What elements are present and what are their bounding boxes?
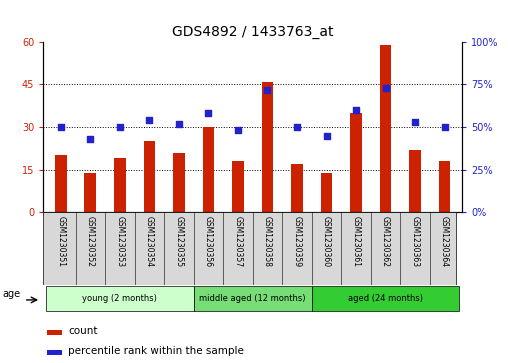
Bar <box>203 127 214 212</box>
Point <box>382 85 390 91</box>
Bar <box>46 286 194 311</box>
Bar <box>144 141 155 212</box>
Text: GSM1230358: GSM1230358 <box>263 216 272 267</box>
Point <box>323 132 331 138</box>
Text: GSM1230353: GSM1230353 <box>115 216 124 267</box>
Text: GSM1230359: GSM1230359 <box>293 216 302 267</box>
Bar <box>194 286 312 311</box>
Text: count: count <box>68 326 98 336</box>
Bar <box>47 350 62 355</box>
Bar <box>291 164 303 212</box>
Text: GSM1230362: GSM1230362 <box>381 216 390 267</box>
Bar <box>439 161 451 212</box>
Text: percentile rank within the sample: percentile rank within the sample <box>68 346 244 356</box>
Text: GSM1230360: GSM1230360 <box>322 216 331 267</box>
Text: GSM1230364: GSM1230364 <box>440 216 449 267</box>
Bar <box>379 45 392 212</box>
Point <box>234 127 242 133</box>
Point <box>264 87 272 93</box>
Text: aged (24 months): aged (24 months) <box>348 294 423 303</box>
Text: GSM1230361: GSM1230361 <box>352 216 361 267</box>
Text: GSM1230363: GSM1230363 <box>410 216 420 267</box>
Point <box>411 119 419 125</box>
Bar <box>47 330 62 335</box>
Bar <box>312 286 459 311</box>
Bar <box>232 161 244 212</box>
Bar <box>350 113 362 212</box>
Text: GSM1230355: GSM1230355 <box>174 216 183 267</box>
Bar <box>84 172 97 212</box>
Point <box>86 136 94 142</box>
Bar <box>409 150 421 212</box>
Text: GSM1230354: GSM1230354 <box>145 216 154 267</box>
Title: GDS4892 / 1433763_at: GDS4892 / 1433763_at <box>172 25 333 39</box>
Text: GSM1230357: GSM1230357 <box>234 216 242 267</box>
Bar <box>321 172 332 212</box>
Point <box>352 107 360 113</box>
Text: age: age <box>2 289 20 299</box>
Point <box>440 124 449 130</box>
Bar <box>262 82 273 212</box>
Text: GSM1230352: GSM1230352 <box>86 216 95 267</box>
Point <box>116 124 124 130</box>
Point <box>145 117 153 123</box>
Point <box>293 124 301 130</box>
Text: GSM1230356: GSM1230356 <box>204 216 213 267</box>
Text: GSM1230351: GSM1230351 <box>56 216 66 267</box>
Bar <box>55 155 67 212</box>
Point <box>57 124 65 130</box>
Bar <box>114 158 126 212</box>
Text: young (2 months): young (2 months) <box>82 294 157 303</box>
Point <box>175 121 183 127</box>
Text: middle aged (12 months): middle aged (12 months) <box>200 294 306 303</box>
Bar <box>173 152 185 212</box>
Point <box>204 110 212 116</box>
